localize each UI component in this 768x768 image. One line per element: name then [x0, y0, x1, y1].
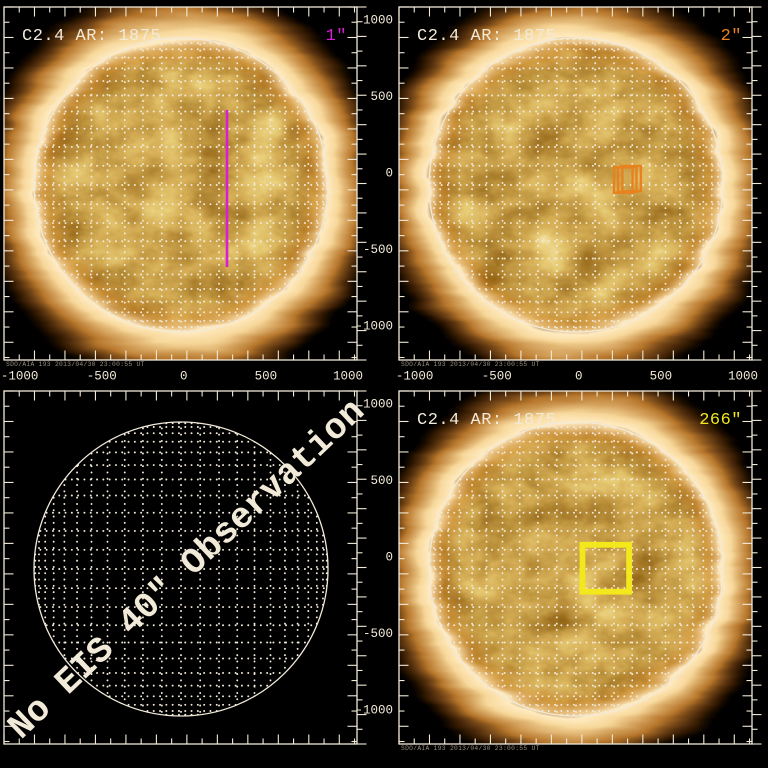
svg-text:SDO/AIA 193 2013/04/30 23:00: SDO/AIA 193 2013/04/30 23:00:55 UT [401, 361, 540, 368]
svg-text:1000: 1000 [363, 14, 393, 28]
svg-text:500: 500 [370, 474, 393, 488]
svg-text:500: 500 [650, 370, 673, 384]
svg-text:-1000: -1000 [355, 704, 393, 718]
svg-text:0: 0 [385, 551, 393, 565]
svg-text:C2.4 AR: 1875: C2.4 AR: 1875 [22, 27, 161, 46]
svg-text:1": 1" [326, 27, 347, 46]
svg-text:0: 0 [575, 370, 583, 384]
svg-text:-1000: -1000 [355, 320, 393, 334]
svg-text:266": 266" [699, 411, 742, 430]
svg-text:0: 0 [180, 370, 188, 384]
svg-text:500: 500 [255, 370, 278, 384]
svg-text:-1000: -1000 [396, 370, 434, 384]
svg-text:-500: -500 [363, 627, 393, 641]
svg-text:1000: 1000 [333, 370, 363, 384]
svg-text:C2.4 AR: 1875: C2.4 AR: 1875 [417, 411, 556, 430]
svg-text:1000: 1000 [363, 398, 393, 412]
svg-text:1000: 1000 [728, 370, 758, 384]
svg-text:SDO/AIA 193 2013/04/30 23:00: SDO/AIA 193 2013/04/30 23:00:55 UT [401, 745, 540, 752]
svg-text:2": 2" [721, 27, 742, 46]
svg-text:SDO/AIA 193 2013/04/30 23:00: SDO/AIA 193 2013/04/30 23:00:55 UT [6, 361, 145, 368]
svg-text:-1000: -1000 [1, 370, 39, 384]
svg-text:C2.4 AR: 1875: C2.4 AR: 1875 [417, 27, 556, 46]
svg-text:500: 500 [370, 90, 393, 104]
svg-text:-500: -500 [87, 370, 117, 384]
svg-text:0: 0 [385, 167, 393, 181]
svg-text:-500: -500 [482, 370, 512, 384]
svg-text:-500: -500 [363, 243, 393, 257]
